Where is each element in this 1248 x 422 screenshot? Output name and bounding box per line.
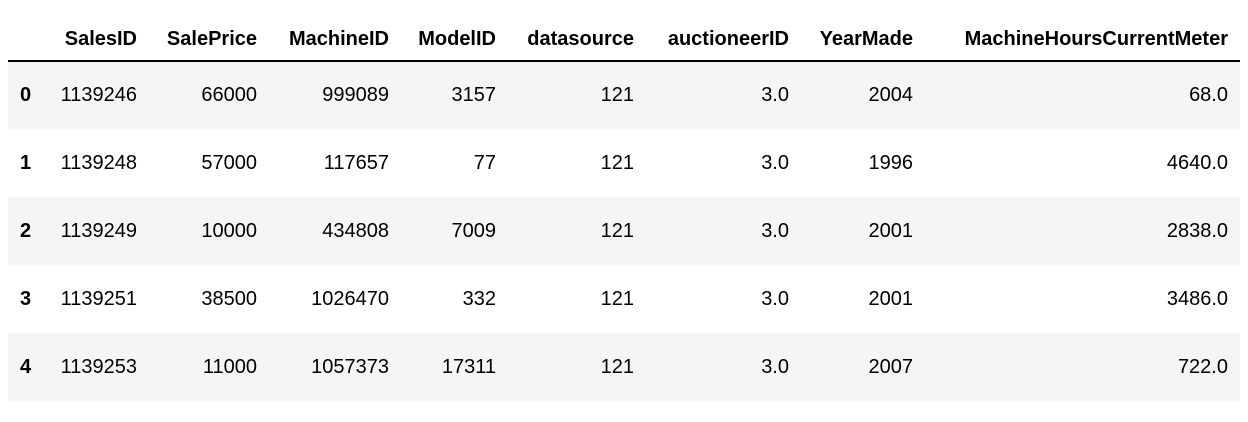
row-index: 0 (20, 84, 32, 106)
cell-salesid: 1139249 (60, 219, 137, 242)
cell-saleprice: 38500 (201, 287, 257, 310)
cell-datasource: 121 (600, 151, 634, 174)
dataframe-output: SalesID SalePrice MachineID ModelID data… (8, 18, 1240, 401)
cell-machineid: 1026470 (311, 287, 389, 310)
row-index: 4 (20, 355, 32, 378)
column-header-machineid: MachineID (269, 18, 401, 62)
row-index: 2 (20, 219, 32, 242)
cell-salesid: 1139253 (60, 355, 137, 378)
cell-machineid: 117657 (323, 151, 389, 174)
cell-machinehours: 722.0 (1177, 355, 1228, 378)
cell-datasource: 121 (600, 287, 634, 310)
cell-salesid: 1139251 (60, 287, 137, 310)
table-row: 4 1139253 11000 1057373 17311 121 3.0 20… (8, 333, 1240, 401)
table-row: 1 1139248 57000 117657 77 121 3.0 1996 4… (8, 129, 1240, 197)
cell-machineid: 434808 (322, 219, 389, 242)
cell-datasource: 121 (600, 219, 634, 242)
cell-yearmade: 2004 (868, 84, 914, 106)
cell-yearmade: 2001 (868, 219, 914, 242)
row-index: 1 (20, 151, 32, 174)
cell-machineid: 999089 (322, 84, 389, 106)
cell-auctioneerid: 3.0 (761, 151, 789, 174)
cell-modelid: 17311 (441, 355, 496, 378)
cell-yearmade: 2007 (868, 355, 914, 378)
cell-modelid: 3157 (451, 84, 497, 106)
cell-modelid: 332 (462, 287, 496, 310)
table-row: 0 1139246 66000 999089 3157 121 3.0 2004… (8, 61, 1240, 129)
cell-machinehours: 2838.0 (1166, 219, 1228, 242)
cell-machineid: 1057373 (311, 355, 389, 378)
table-row: 2 1139249 10000 434808 7009 121 3.0 2001… (8, 197, 1240, 265)
header-row: SalesID SalePrice MachineID ModelID data… (8, 18, 1240, 62)
cell-machinehours: 4640.0 (1166, 151, 1228, 174)
cell-salesid: 1139248 (60, 151, 137, 174)
column-header-saleprice: SalePrice (149, 18, 269, 62)
column-header-yearmade: YearMade (801, 18, 925, 62)
cell-auctioneerid: 3.0 (761, 84, 789, 106)
column-header-machinehours: MachineHoursCurrentMeter (925, 18, 1240, 62)
cell-machinehours: 68.0 (1189, 84, 1228, 106)
dataframe-table: SalesID SalePrice MachineID ModelID data… (8, 18, 1240, 401)
column-header-modelid: ModelID (401, 18, 508, 62)
cell-auctioneerid: 3.0 (761, 355, 789, 378)
cell-salesid: 1139246 (60, 84, 137, 106)
table-row: 3 1139251 38500 1026470 332 121 3.0 2001… (8, 265, 1240, 333)
cell-datasource: 121 (600, 84, 634, 106)
index-header (8, 18, 54, 62)
column-header-datasource: datasource (508, 18, 646, 62)
cell-auctioneerid: 3.0 (761, 287, 789, 310)
cell-saleprice: 57000 (201, 151, 257, 174)
row-index: 3 (20, 287, 32, 310)
cell-machinehours: 3486.0 (1166, 287, 1228, 310)
cell-modelid: 7009 (451, 219, 497, 242)
cell-auctioneerid: 3.0 (761, 219, 789, 242)
cell-saleprice: 10000 (201, 219, 257, 242)
table-header: SalesID SalePrice MachineID ModelID data… (8, 18, 1240, 62)
column-header-salesid: SalesID (54, 18, 149, 62)
cell-saleprice: 66000 (201, 84, 257, 106)
cell-datasource: 121 (600, 355, 634, 378)
column-header-auctioneerid: auctioneerID (646, 18, 801, 62)
cell-yearmade: 1996 (868, 151, 914, 174)
table-body: 0 1139246 66000 999089 3157 121 3.0 2004… (8, 61, 1240, 401)
cell-modelid: 77 (473, 151, 496, 174)
cell-yearmade: 2001 (868, 287, 914, 310)
cell-saleprice: 11000 (202, 355, 257, 378)
